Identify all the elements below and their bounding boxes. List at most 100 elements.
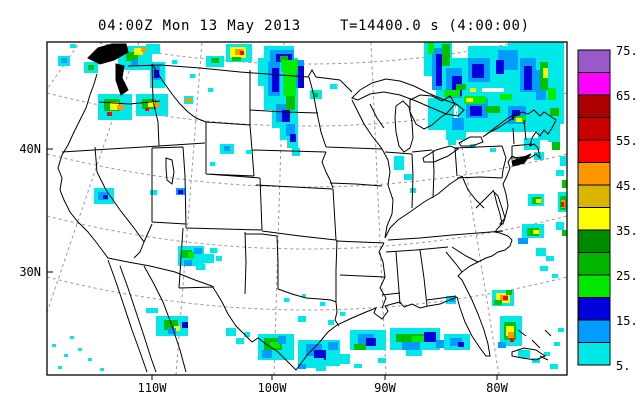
precip-cell [486, 106, 500, 113]
precip-cell [506, 326, 514, 336]
precip-cell [286, 124, 295, 136]
state-borders [61, 63, 533, 327]
precip-cell [548, 88, 556, 100]
lon-tick-label: 80W [486, 381, 508, 395]
precip-cell [518, 238, 528, 244]
precip-cell [512, 110, 520, 120]
precip-cell [174, 326, 180, 331]
map-border [46, 41, 568, 376]
island-fill [511, 153, 532, 167]
precip-cell [146, 44, 160, 54]
precip-cell [556, 170, 564, 176]
precip-cell [110, 102, 119, 110]
colorbar-cell [577, 184, 611, 208]
precip-cell [472, 64, 484, 78]
precip-cell [270, 342, 280, 348]
graticule-meridian [444, 42, 500, 375]
precip-cell [404, 174, 412, 180]
precip-cell [402, 342, 420, 350]
precip-cell [64, 354, 68, 357]
precip-cell [330, 84, 337, 89]
plot-valid-time: 04:00Z Mon 13 May 2013 [98, 18, 302, 34]
precip-cell [466, 98, 473, 102]
precip-cell [298, 364, 306, 369]
precip-cell [290, 134, 296, 142]
precip-cell [562, 230, 567, 236]
precip-cell [272, 68, 279, 92]
precip-cell [210, 162, 215, 166]
lon-tick-label: 110W [138, 381, 168, 395]
precip-cell [506, 290, 512, 295]
precip-cell [448, 140, 456, 145]
map-layers [47, 42, 567, 375]
precip-cell [262, 350, 272, 358]
precip-cell [232, 57, 241, 61]
precip-cell [550, 108, 559, 116]
colorbar-cell [577, 117, 611, 141]
precip-cell [52, 344, 56, 347]
precip-cell [396, 334, 426, 342]
precip-cell [148, 101, 155, 107]
precip-cell [496, 60, 504, 74]
colorbar-label: 35. [616, 224, 638, 238]
precip-cell [444, 90, 460, 97]
precip-cell [340, 312, 345, 316]
precip-cell [508, 332, 514, 338]
precip-cell [70, 336, 74, 339]
precip-cell [150, 190, 157, 195]
precip-cell [560, 156, 566, 166]
precip-cell [436, 54, 442, 86]
precip-cell [298, 316, 306, 322]
precip-cell [313, 93, 318, 97]
colorbar-cell [577, 207, 611, 231]
colorbar-cell [577, 319, 611, 343]
precip-cell [100, 368, 104, 371]
precip-cell [184, 260, 192, 266]
precip-cell [336, 354, 350, 364]
colorbar-label: 15. [616, 314, 638, 328]
precip-cell [354, 364, 362, 368]
precip-cell [314, 350, 326, 360]
precip-cell [194, 248, 202, 254]
coastline [119, 265, 157, 373]
colorbar-cell [577, 229, 611, 253]
precip-cell [452, 118, 464, 130]
precip-cell [70, 44, 76, 48]
precip-cell [278, 336, 286, 344]
lat-tick-label: 40N [19, 142, 41, 156]
precip-cell [236, 338, 244, 344]
precip-cell [282, 110, 290, 122]
island-fill [87, 43, 129, 65]
graticule-parallel [47, 153, 567, 188]
precip-cell [406, 350, 422, 356]
precip-cell [141, 47, 146, 52]
lake-outline [458, 136, 484, 147]
precip-cell [131, 60, 138, 65]
colorbar-label: 25. [616, 269, 638, 283]
precip-cell [556, 222, 564, 230]
precip-cell [533, 230, 539, 234]
precip-cell [88, 65, 94, 70]
graticule-parallel [47, 276, 567, 311]
precip-cell [186, 98, 191, 102]
precip-cell [182, 250, 192, 258]
precip-cell [281, 60, 297, 72]
precip-cell [190, 74, 195, 78]
precip-cell [378, 358, 386, 363]
precip-cell [412, 336, 428, 342]
precip-cell [107, 112, 112, 116]
precip-cell [244, 332, 250, 337]
precip-cell [302, 294, 306, 297]
precip-cell [546, 256, 554, 261]
coastline [517, 329, 552, 361]
precip-cell [88, 358, 92, 361]
precip-cell [552, 274, 558, 278]
coastline [57, 73, 557, 371]
graticule-meridian [47, 42, 81, 91]
precip-cell [424, 332, 436, 342]
precip-cell [442, 44, 450, 66]
precip-cell [224, 146, 230, 151]
precip-cell [516, 118, 522, 122]
colorbar-cell [577, 49, 611, 73]
